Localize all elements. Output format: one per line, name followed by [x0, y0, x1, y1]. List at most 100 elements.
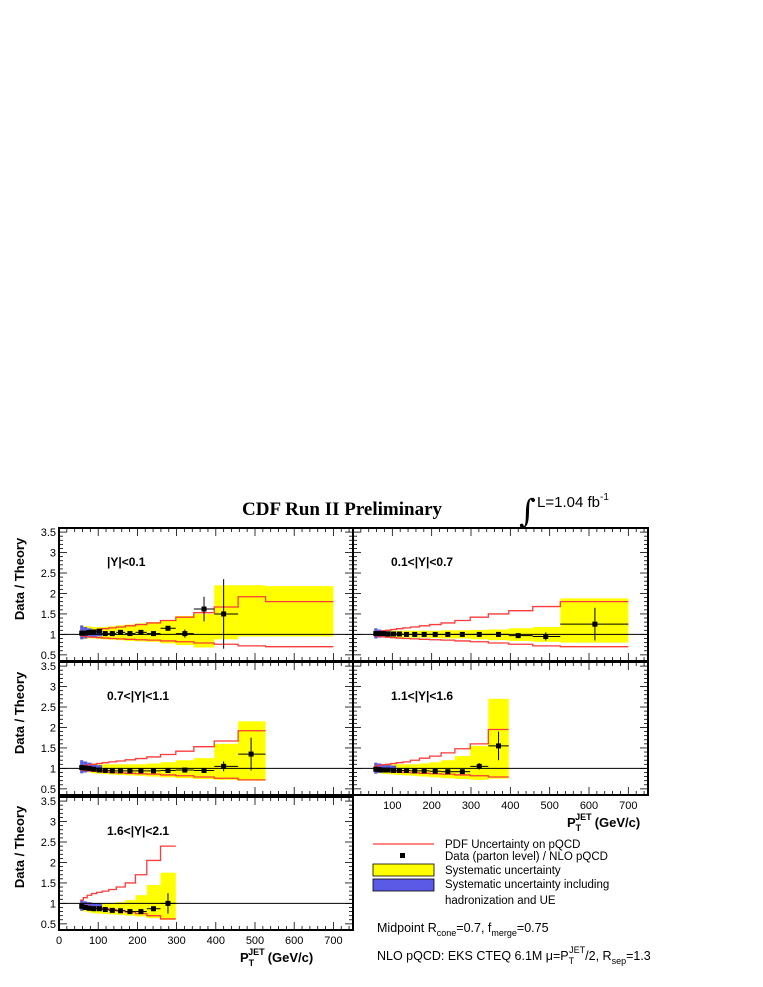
ylabel-row2: Data / Theory [12, 671, 27, 754]
data-point [391, 767, 397, 773]
data-point [82, 904, 88, 910]
data-point [127, 909, 133, 915]
panel-frame [58, 796, 354, 931]
x-tick-label: 400 [207, 935, 225, 947]
data-point [403, 767, 409, 773]
data-point [96, 906, 102, 912]
syst-band-bin [560, 598, 629, 643]
y-tick-label: 1.5 [41, 609, 56, 621]
legend: PDF Uncertainty on pQCD Data (parton lev… [372, 839, 609, 907]
syst-band-bin [238, 585, 266, 637]
data-point [496, 631, 502, 637]
x-tick-label: 500 [246, 935, 264, 947]
data-point [445, 631, 451, 637]
data-point [373, 766, 379, 772]
legend-syst-label: Systematic uncertainty [445, 865, 561, 877]
data-point [476, 763, 482, 769]
integral-symbol: ∫ [519, 492, 536, 530]
data-point [380, 767, 386, 773]
data-point [543, 633, 549, 639]
x-tick-label: 500 [540, 800, 558, 812]
syst-band-bin [265, 586, 334, 637]
luminosity-label: L=1.04 fb-1 [537, 492, 609, 511]
syst-band-bin [146, 884, 161, 919]
data-point [82, 765, 88, 771]
data-point [432, 631, 438, 637]
y-tick-label: 0.5 [41, 919, 56, 931]
panel-plot-area [59, 579, 353, 649]
data-point [385, 767, 391, 773]
y-tick-label: 1 [50, 763, 56, 775]
data-point [102, 767, 108, 773]
y-tick-label: 1 [50, 898, 56, 910]
data-point [182, 767, 188, 773]
y-tick-label: 3.5 [41, 527, 56, 539]
y-tick-label: 2.5 [41, 837, 56, 849]
x-tick-label: 600 [285, 935, 303, 947]
syst-band-bin [160, 620, 176, 644]
syst-band-bin [454, 756, 471, 780]
legend-pdf-label: PDF Uncertainty on pQCD [445, 839, 581, 851]
data-point [380, 631, 386, 637]
y-tick-label: 1.5 [41, 743, 56, 755]
data-point [150, 906, 156, 912]
panel-label: 1.1<|Y|<1.6 [391, 689, 453, 703]
y-tick-label: 2 [50, 722, 56, 734]
x-tick-label: 100 [383, 800, 401, 812]
xlabel-bottom: PTJET (GeV/c) [240, 947, 313, 968]
panel-label: |Y|<0.1 [107, 555, 146, 569]
svg-text:Data / Theory: Data / Theory [12, 805, 27, 888]
data-point [421, 631, 427, 637]
data-point [102, 907, 108, 913]
legend-syst-swatch [372, 863, 435, 877]
data-point [150, 631, 156, 637]
data-point [96, 767, 102, 773]
panel-plot-area [353, 698, 648, 780]
x-tick-label: 200 [128, 935, 146, 947]
x-tick-label: 300 [167, 935, 185, 947]
svg-text:Data / Theory: Data / Theory [12, 537, 27, 620]
x-tick-label: 700 [324, 935, 342, 947]
panels: 0.5 1 1.5 2 2.5 3 3.5 |Y|<0.1 0.1<|Y|<0.7 0.5 1 1.5… [41, 527, 649, 947]
data-point [118, 908, 124, 914]
syst-band-bin [214, 743, 239, 780]
data-point [201, 767, 207, 773]
legend-had-swatch [372, 878, 435, 892]
syst-band-bin [193, 613, 215, 648]
y-tick-label: 3 [50, 682, 56, 694]
data-point [79, 630, 85, 636]
data-point [515, 633, 521, 639]
pdf-high-line [374, 601, 629, 634]
pdf-high-line [80, 730, 266, 768]
y-tick-label: 0.5 [41, 784, 56, 796]
data-point [165, 767, 171, 773]
y-tick-label: 3 [50, 817, 56, 829]
panel-plot-area [59, 721, 353, 781]
syst-band-bin [470, 745, 489, 780]
data-point [118, 768, 124, 774]
pdf-high-line [374, 728, 509, 768]
data-point [102, 631, 108, 637]
y-tick-label: 1 [50, 629, 56, 641]
data-point [138, 768, 144, 774]
data-point [376, 767, 382, 773]
y-tick-label: 2 [50, 588, 56, 600]
data-point [459, 631, 465, 637]
data-point [432, 768, 438, 774]
y-tick-label: 3.5 [41, 661, 56, 673]
data-point [79, 903, 85, 909]
syst-band-bin [125, 900, 136, 916]
pdf-low-line [374, 634, 629, 648]
x-tick-label: 100 [89, 935, 107, 947]
data-point [412, 631, 418, 637]
data-point [91, 629, 97, 635]
y-tick-label: 1.5 [41, 878, 56, 890]
data-point [118, 629, 124, 635]
data-point [150, 768, 156, 774]
panel-label: 1.6<|Y|<2.1 [107, 824, 169, 838]
data-point [127, 631, 133, 637]
data-point [79, 765, 85, 771]
svg-text:Data / Theory: Data / Theory [12, 671, 27, 754]
x-tick-label: 700 [619, 800, 637, 812]
data-point [165, 625, 171, 631]
